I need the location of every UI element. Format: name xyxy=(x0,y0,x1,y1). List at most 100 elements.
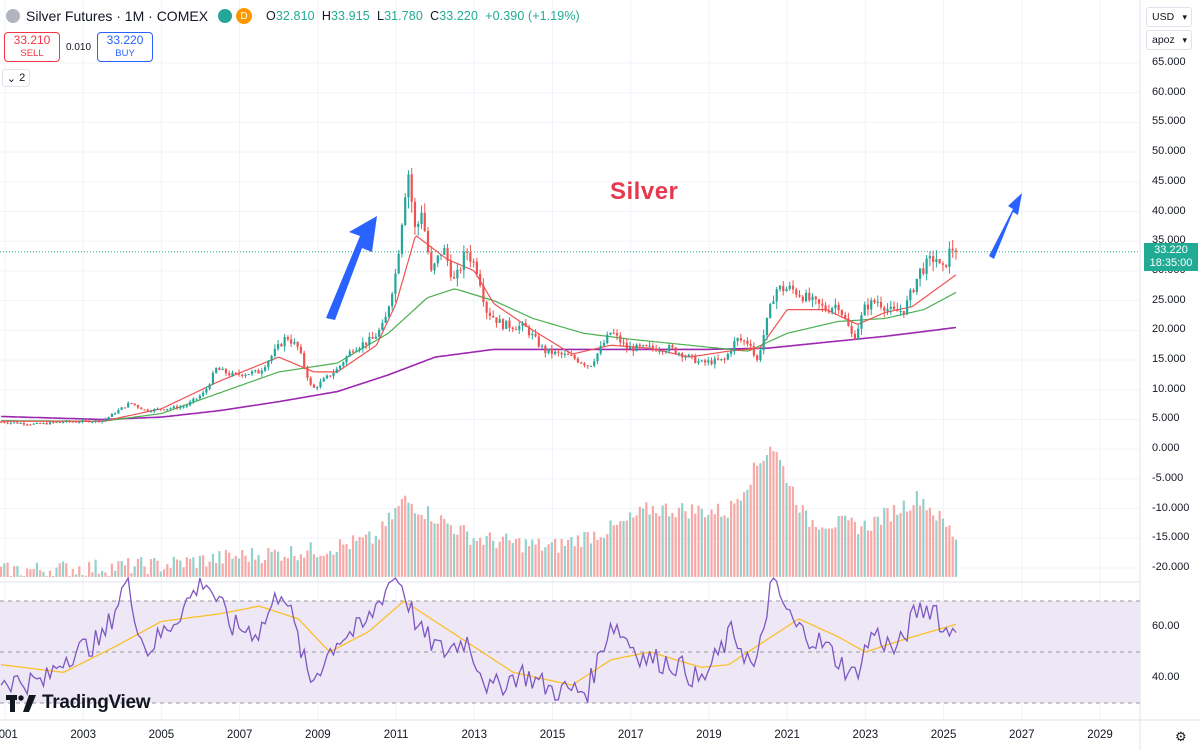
candle-body xyxy=(889,306,892,309)
sell-button[interactable]: 33.210 SELL xyxy=(4,32,60,62)
symbol-title[interactable]: Silver Futures · 1M · COMEX xyxy=(26,8,209,24)
volume-bar xyxy=(570,536,573,577)
candle-body xyxy=(374,336,377,339)
candle-body xyxy=(837,304,840,311)
volume-bar xyxy=(316,557,319,577)
time-axis-label: 2021 xyxy=(774,729,800,741)
candle-body xyxy=(456,269,459,279)
volume-bar xyxy=(391,519,394,577)
volume-bar xyxy=(863,520,866,577)
candle-body xyxy=(400,224,404,254)
candle-body xyxy=(215,367,218,373)
candle-body xyxy=(912,289,915,293)
volume-bar xyxy=(935,520,938,577)
candle-body xyxy=(332,373,335,377)
volume-bar xyxy=(87,562,91,577)
candle-body xyxy=(677,353,681,355)
volume-bar xyxy=(182,567,185,577)
volume-bar xyxy=(765,455,769,577)
candle-body xyxy=(870,300,873,310)
candle-body xyxy=(915,278,918,293)
volume-bar xyxy=(798,512,801,577)
volume-bar xyxy=(159,571,162,577)
candle-body xyxy=(729,351,733,354)
volume-bar xyxy=(905,511,909,577)
candle-body xyxy=(720,358,723,360)
candle-body xyxy=(948,248,951,267)
volume-bar xyxy=(384,525,387,577)
volume-bar xyxy=(387,512,391,577)
candle-body xyxy=(935,259,938,262)
buy-price: 33.220 xyxy=(106,33,144,47)
volume-bar xyxy=(325,553,329,577)
volume-bar xyxy=(13,566,16,577)
price-axis-label: 20.000 xyxy=(1152,323,1186,336)
indicators-toggle-button[interactable]: ⌄ 2 xyxy=(2,69,30,87)
candle-body xyxy=(6,422,9,424)
volume-bar xyxy=(932,515,935,577)
volume-bar xyxy=(228,552,231,577)
candle-body xyxy=(329,375,332,377)
candle-body xyxy=(651,345,654,349)
candle-body xyxy=(45,422,48,425)
candle-body xyxy=(736,338,739,342)
candle-body xyxy=(234,372,237,374)
candle-body xyxy=(694,355,697,364)
candle-body xyxy=(430,252,433,271)
candle-body xyxy=(922,268,925,274)
candle-body xyxy=(593,361,596,366)
candle-body xyxy=(120,407,123,411)
candle-body xyxy=(892,306,896,310)
candle-body xyxy=(752,346,756,356)
volume-bar xyxy=(866,530,870,577)
price-axis-label: 10.000 xyxy=(1152,382,1186,395)
volume-bar xyxy=(133,566,136,577)
rsi-pane xyxy=(0,575,1140,704)
last-price-value: 33.220 xyxy=(1154,244,1188,256)
currency-select[interactable]: USD ▾ xyxy=(1146,7,1192,27)
candle-body xyxy=(413,201,417,227)
candle-body xyxy=(156,408,159,410)
tradingview-logo[interactable]: TradingView xyxy=(6,692,151,714)
candle-body xyxy=(557,351,560,353)
volume-bar xyxy=(263,560,267,577)
candle-body xyxy=(140,407,143,410)
candle-body xyxy=(241,374,244,377)
candle-body xyxy=(244,374,247,377)
volume-bar xyxy=(853,521,857,577)
volume-bar xyxy=(58,563,61,577)
candle-body xyxy=(9,422,12,424)
delayed-data-badge[interactable]: D xyxy=(236,8,253,24)
candle-body xyxy=(361,342,364,349)
candle-body xyxy=(661,350,664,352)
candle-body xyxy=(260,370,263,374)
volume-bar xyxy=(804,510,808,577)
candle-body xyxy=(609,332,612,335)
volume-bar xyxy=(6,562,9,577)
candle-body xyxy=(563,353,566,355)
candle-body xyxy=(404,197,407,225)
candle-body xyxy=(16,422,19,424)
volume-bar xyxy=(189,558,192,577)
volume-bar xyxy=(335,551,338,577)
volume-bar xyxy=(338,539,342,577)
candle-body xyxy=(101,420,104,422)
settings-gear-icon[interactable]: ⚙ xyxy=(1175,729,1187,744)
candle-body xyxy=(795,289,798,295)
buy-button[interactable]: 33.220 BUY xyxy=(97,32,154,62)
candle-body xyxy=(622,342,625,344)
candle-body xyxy=(576,358,580,363)
buy-label: BUY xyxy=(115,48,135,59)
volume-bar xyxy=(456,534,459,577)
volume-bar xyxy=(205,566,208,577)
candle-body xyxy=(65,420,68,423)
ohlc-h-label: H xyxy=(321,9,331,23)
volume-bar xyxy=(729,500,733,577)
candle-body xyxy=(192,398,195,402)
volume-bar xyxy=(81,575,84,577)
volume-bar xyxy=(498,541,501,577)
scale-mode-select[interactable]: apoz ▾ xyxy=(1146,30,1192,50)
candle-body xyxy=(759,350,762,361)
candle-body xyxy=(52,422,55,424)
